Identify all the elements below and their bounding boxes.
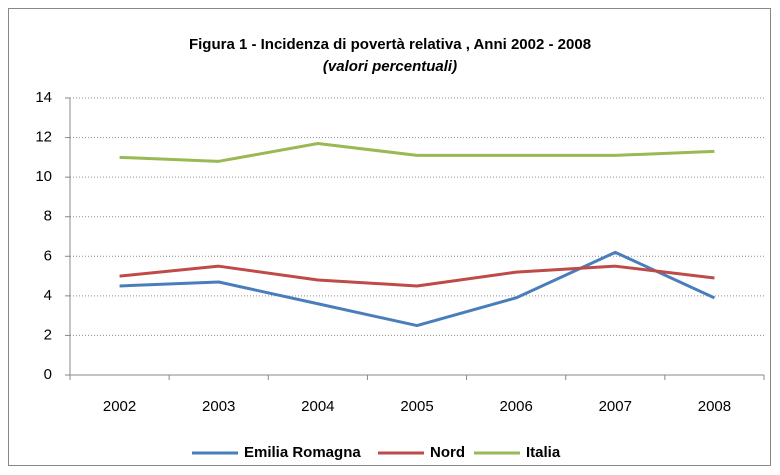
x-tick-label: 2006: [499, 398, 532, 415]
y-tick-label: 6: [44, 247, 52, 264]
series-line: [119, 264, 715, 288]
x-tick-label: 2004: [301, 398, 334, 415]
series-line: [119, 142, 715, 163]
y-tick-label: 14: [35, 89, 52, 106]
x-tick-label: 2005: [400, 398, 433, 415]
legend-label: Italia: [526, 444, 561, 461]
x-tick-label: 2007: [599, 398, 632, 415]
x-tick-label: 2008: [698, 398, 731, 415]
y-tick-label: 0: [44, 366, 52, 383]
legend-label: Emilia Romagna: [244, 444, 361, 461]
chart-subtitle: (valori percentuali): [323, 58, 457, 75]
legend-label: Nord: [430, 444, 465, 461]
x-tick-label: 2003: [202, 398, 235, 415]
y-tick-label: 4: [44, 287, 52, 304]
series-line: [119, 250, 716, 328]
y-tick-label: 2: [44, 326, 52, 343]
chart-title: Figura 1 - Incidenza di povertà relativa…: [189, 36, 591, 53]
y-tick-label: 12: [35, 129, 52, 146]
y-tick-label: 8: [44, 208, 52, 225]
y-tick-label: 10: [35, 168, 52, 185]
chart-border: [8, 8, 771, 466]
x-tick-label: 2002: [103, 398, 136, 415]
